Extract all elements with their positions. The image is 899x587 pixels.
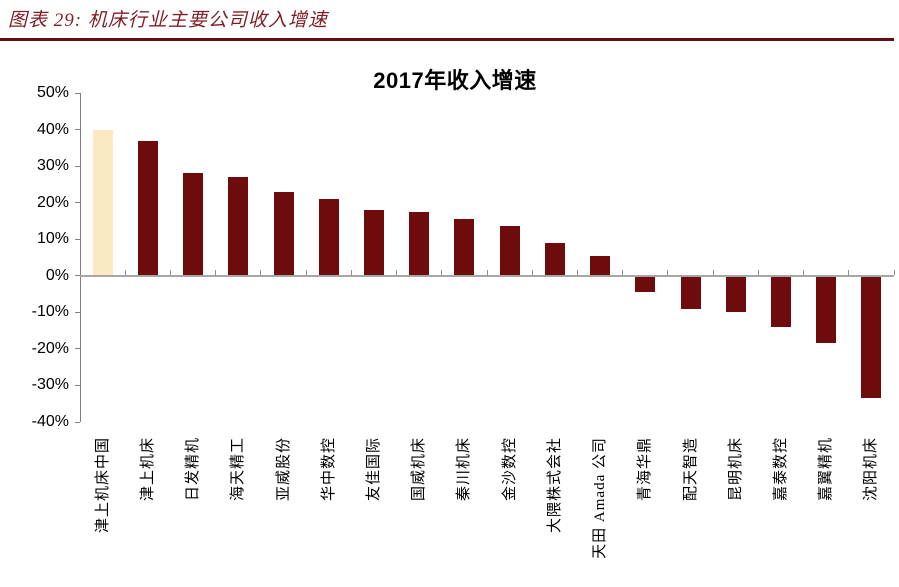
- x-axis-tick: [531, 269, 533, 275]
- y-axis-tick: [75, 348, 80, 350]
- bar: [228, 177, 249, 275]
- chart-title: 2017年收入增速: [373, 68, 537, 93]
- x-axis-category-label: 海天精工: [230, 437, 247, 502]
- bar-chart-plot-area: [75, 92, 895, 423]
- x-axis-category-label: 友佳国际: [365, 437, 382, 502]
- x-axis-tick: [622, 269, 624, 275]
- x-axis-tick: [350, 269, 352, 275]
- x-axis-category-label: 沈阳机床: [863, 437, 880, 502]
- x-axis-category-label: 天田 Amada 公司: [592, 437, 609, 559]
- x-axis-category-label: 大隈株式会社: [546, 437, 563, 534]
- x-axis-tick: [305, 269, 307, 275]
- zero-axis-line: [80, 274, 894, 277]
- x-axis-category-label: 嘉翼精机: [818, 437, 835, 502]
- x-axis-category-label: 华中数控: [320, 437, 337, 502]
- bar: [725, 276, 746, 313]
- figure-divider-line: [0, 38, 894, 41]
- y-axis-tick-label: -40%: [31, 413, 69, 430]
- x-axis-category-label: 津上机床: [139, 437, 156, 502]
- bar: [816, 276, 837, 344]
- x-axis-tick: [712, 269, 714, 275]
- y-axis-tick-label: -10%: [31, 303, 69, 321]
- y-axis-tick: [75, 129, 80, 131]
- y-axis-tick-label: 0%: [45, 266, 69, 284]
- y-axis-tick-label: 30%: [36, 157, 69, 175]
- x-axis-category-label: 配天智造: [682, 437, 699, 502]
- y-axis-tick: [75, 238, 80, 240]
- x-axis-category-label: 日发精机: [185, 437, 202, 502]
- y-axis-tick: [75, 92, 80, 94]
- y-axis-tick-label: 50%: [36, 84, 69, 101]
- x-axis-tick: [169, 269, 171, 275]
- y-axis-tick: [75, 311, 80, 313]
- y-axis-tick-label: -30%: [31, 376, 69, 394]
- bar: [183, 173, 204, 275]
- x-axis-tick: [396, 269, 398, 275]
- bar: [499, 226, 520, 275]
- x-axis-category-label: 金沙数控: [501, 437, 518, 502]
- x-axis-category-label: 昆明机床: [727, 437, 744, 502]
- y-axis-tick-label: 40%: [36, 120, 69, 138]
- x-axis-tick: [803, 269, 805, 275]
- bar: [544, 242, 565, 275]
- bar: [680, 276, 701, 309]
- x-axis-tick: [486, 269, 488, 275]
- y-axis-line: [80, 93, 81, 422]
- x-axis-tick: [124, 269, 126, 275]
- x-axis-tick: [848, 269, 850, 275]
- y-axis-tick-label: -20%: [31, 339, 69, 357]
- figure-caption: 图表 29: 机床行业主要公司收入增速: [8, 10, 328, 31]
- bar: [273, 191, 294, 275]
- bar: [861, 276, 882, 399]
- y-axis-tick: [75, 275, 80, 277]
- bar: [454, 219, 475, 275]
- x-axis-tick: [667, 269, 669, 275]
- y-axis-tick: [75, 384, 80, 386]
- y-axis-tick-label: 20%: [36, 193, 69, 211]
- x-axis-category-label: 秦川机床: [456, 437, 473, 502]
- bar: [409, 211, 430, 275]
- bar-highlighted: [92, 129, 113, 275]
- bar: [770, 276, 791, 327]
- x-axis-category-label: 嘉泰数控: [772, 437, 789, 502]
- bar: [590, 255, 611, 275]
- bar: [363, 209, 384, 275]
- y-axis-tick: [75, 421, 80, 423]
- x-axis-category-label: 国威机床: [411, 437, 428, 502]
- x-axis-tick: [893, 269, 895, 275]
- x-axis-tick: [260, 269, 262, 275]
- bar: [137, 140, 158, 275]
- x-axis-category-label: 津上机床中国: [94, 437, 111, 534]
- x-axis-tick: [576, 269, 578, 275]
- y-axis-tick: [75, 165, 80, 167]
- x-axis-category-label: 亚威股份: [275, 437, 292, 502]
- x-axis-category-label: 青海华鼎: [637, 437, 654, 502]
- x-axis-tick: [215, 269, 217, 275]
- x-axis-tick: [441, 269, 443, 275]
- x-axis-tick: [757, 269, 759, 275]
- bar: [635, 276, 656, 293]
- y-axis-tick-label: 10%: [36, 230, 69, 248]
- bar: [318, 199, 339, 275]
- y-axis-tick: [75, 202, 80, 204]
